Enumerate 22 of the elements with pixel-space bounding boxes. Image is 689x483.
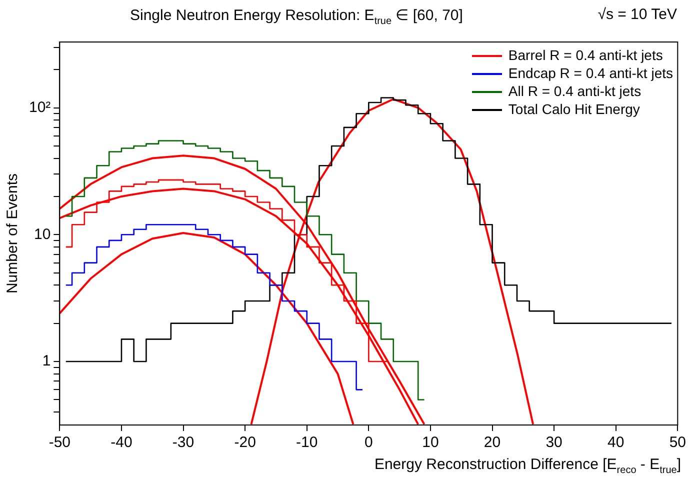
y-axis-title: Number of Events xyxy=(4,173,22,294)
x-tick-label: -20 xyxy=(234,434,256,452)
y-tick-label: 10² xyxy=(28,98,51,116)
x-tick-label: 10 xyxy=(422,434,439,452)
y-tick-label: 10 xyxy=(34,226,51,243)
x-tick-label: -30 xyxy=(172,434,194,452)
x-axis-title: Energy Reconstruction Difference [E$_{reco}$ - E$_{true}$] xyxy=(374,456,681,476)
x-tick-label: -40 xyxy=(110,434,132,452)
chart-title: Single Neutron Energy Resolution: E$_{true}$ ∈ [60, 70] xyxy=(130,6,463,27)
text: √s = 10 TeV xyxy=(598,6,677,23)
x-tick-label: -50 xyxy=(48,434,71,452)
legend-label: Endcap R = 0.4 anti-kt jets xyxy=(508,65,673,81)
x-tick-label: 30 xyxy=(546,434,562,452)
x-tick-label: 40 xyxy=(608,434,624,452)
x-tick-label: -10 xyxy=(296,434,318,452)
legend-label: Total Calo Hit Energy xyxy=(508,101,640,117)
x-tick-label: 20 xyxy=(484,434,501,452)
x-tick-label: 50 xyxy=(669,434,686,452)
legend-label: All R = 0.4 anti-kt jets xyxy=(508,83,642,99)
x-tick-label: 0 xyxy=(364,434,373,452)
y-tick-label: 1 xyxy=(42,352,51,370)
legend-label: Barrel R = 0.4 anti-kt jets xyxy=(508,47,663,63)
